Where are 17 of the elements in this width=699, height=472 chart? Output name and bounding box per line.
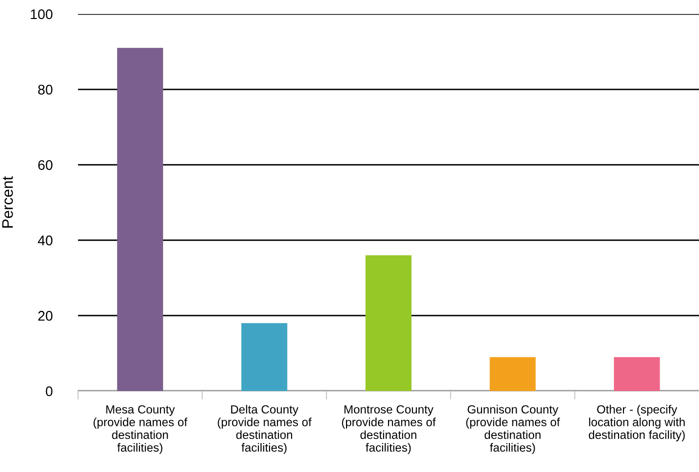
y-tick-label: 20 [38, 310, 52, 321]
x-tick-label: Montrose County (provide names of destination facilities) [342, 405, 436, 454]
x-tick-label: Delta County (provide names of destination facilities) [218, 404, 312, 454]
x-tick-label: Other - (specify location along with destination facility) [588, 404, 685, 442]
y-tick-label: 60 [38, 160, 52, 170]
bar [490, 357, 536, 391]
y-tick-label: 100 [30, 9, 52, 20]
y-tick-label: 40 [38, 236, 52, 246]
bar [366, 255, 412, 391]
y-axis-title: Percent [2, 176, 13, 228]
y-tick-label: 0 [46, 386, 52, 396]
bar [241, 323, 288, 391]
x-tick-label: Mesa County (provide names of destination facilities) [94, 405, 188, 454]
y-tick-label: 80 [38, 84, 52, 95]
bar [614, 357, 660, 391]
bar [117, 48, 164, 391]
x-tick-label: Gunnison County (provide names of destination facilities) [466, 404, 560, 454]
